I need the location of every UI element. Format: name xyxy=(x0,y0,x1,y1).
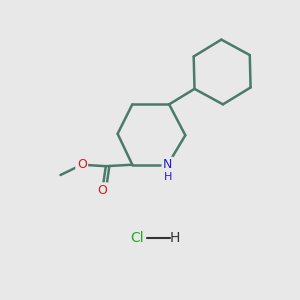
Text: N: N xyxy=(163,158,172,171)
Text: H: H xyxy=(170,231,180,245)
Text: O: O xyxy=(77,158,87,171)
Text: O: O xyxy=(98,184,107,197)
Text: H: H xyxy=(164,172,172,182)
Text: Cl: Cl xyxy=(130,231,144,245)
